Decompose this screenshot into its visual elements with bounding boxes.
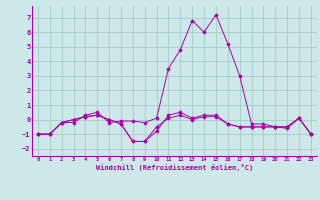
X-axis label: Windchill (Refroidissement éolien,°C): Windchill (Refroidissement éolien,°C) — [96, 164, 253, 171]
